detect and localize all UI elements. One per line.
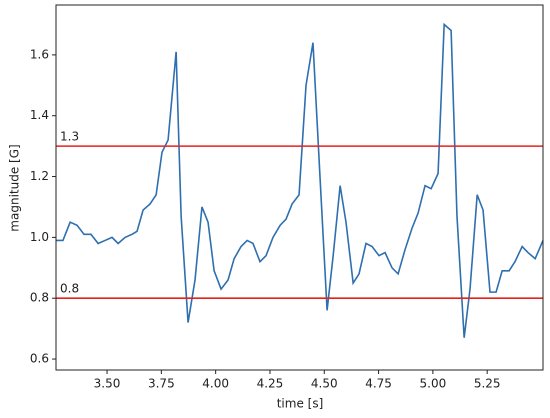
y-tick-label: 0.6 <box>30 352 49 366</box>
threshold-label: 1.3 <box>60 130 79 144</box>
plot-frame <box>55 4 544 371</box>
x-axis-label: time [s] <box>277 397 324 411</box>
y-tick-label: 1.0 <box>30 230 49 244</box>
x-tick-label: 5.00 <box>420 377 447 391</box>
threshold-label: 0.8 <box>60 282 79 296</box>
y-tick-label: 1.4 <box>30 108 49 122</box>
x-tick-label: 4.50 <box>311 377 338 391</box>
y-axis-label: magnitude [G] <box>8 144 22 231</box>
x-tick-label: 3.50 <box>94 377 121 391</box>
x-tick-label: 3.75 <box>148 377 175 391</box>
x-tick-label: 5.25 <box>474 377 501 391</box>
y-tick-label: 0.8 <box>30 291 49 305</box>
y-tick-label: 1.6 <box>30 47 49 61</box>
x-tick-label: 4.25 <box>257 377 284 391</box>
data-line <box>56 22 544 338</box>
x-tick-label: 4.00 <box>202 377 229 391</box>
y-tick-label: 1.2 <box>30 169 49 183</box>
x-tick-label: 4.75 <box>365 377 392 391</box>
